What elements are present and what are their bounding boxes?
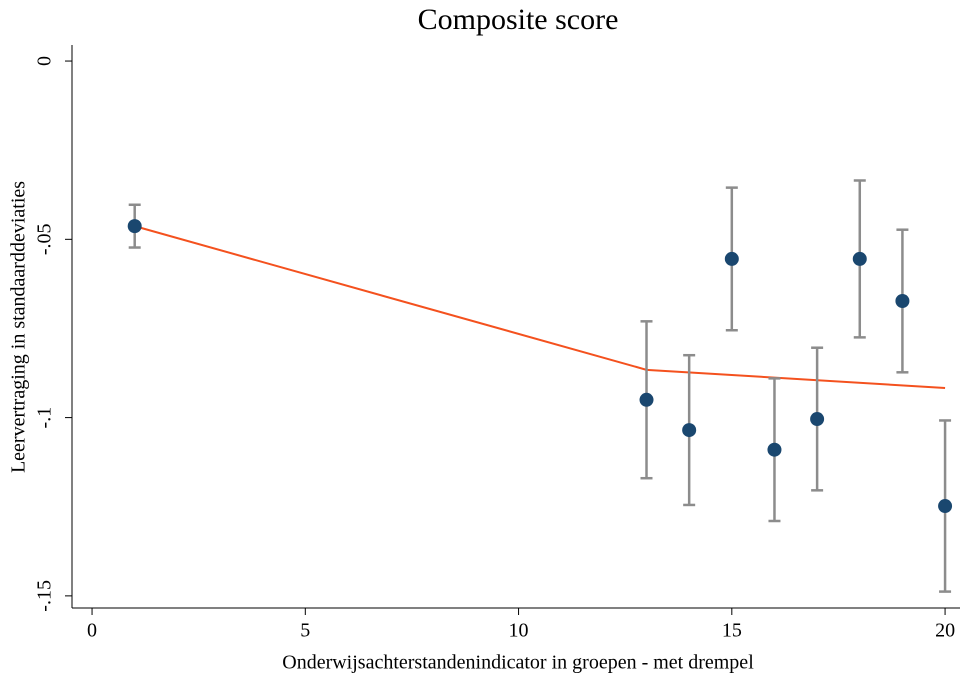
y-tick-label: -.15: [34, 580, 56, 612]
x-tick-label: 5: [300, 620, 310, 642]
y-axis-title: Leervertraging in standaarddeviaties: [8, 181, 30, 473]
point: [895, 294, 910, 309]
point: [938, 499, 953, 514]
point: [852, 251, 867, 266]
point: [810, 412, 825, 427]
x-tick-label: 15: [722, 620, 742, 642]
y-tick-label: -.1: [34, 407, 56, 429]
x-axis-title: Onderwijsachterstandenindicator in groep…: [282, 652, 754, 674]
x-tick-label: 20: [935, 620, 955, 642]
y-tick-label: -.05: [34, 223, 56, 255]
y-tick-label: 0: [34, 56, 56, 66]
chart-title: Composite score: [418, 3, 619, 36]
point: [639, 392, 654, 407]
point: [127, 219, 142, 234]
x-tick-label: 10: [509, 620, 529, 642]
point: [682, 423, 697, 438]
x-tick-label: 0: [87, 620, 97, 642]
point: [767, 442, 782, 457]
point: [724, 251, 739, 266]
